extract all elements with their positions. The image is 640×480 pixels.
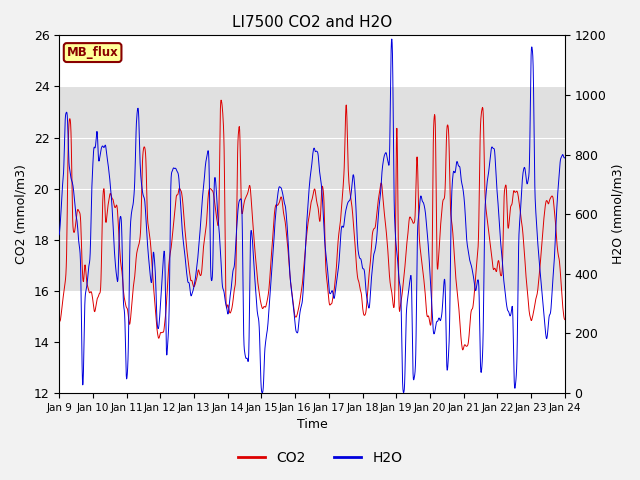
Text: MB_flux: MB_flux — [67, 46, 118, 59]
Y-axis label: H2O (mmol/m3): H2O (mmol/m3) — [612, 164, 625, 264]
Bar — [59, 86, 565, 291]
Title: LI7500 CO2 and H2O: LI7500 CO2 and H2O — [232, 15, 392, 30]
Legend: CO2, H2O: CO2, H2O — [232, 445, 408, 471]
X-axis label: Time: Time — [296, 419, 328, 432]
Y-axis label: CO2 (mmol/m3): CO2 (mmol/m3) — [15, 164, 28, 264]
